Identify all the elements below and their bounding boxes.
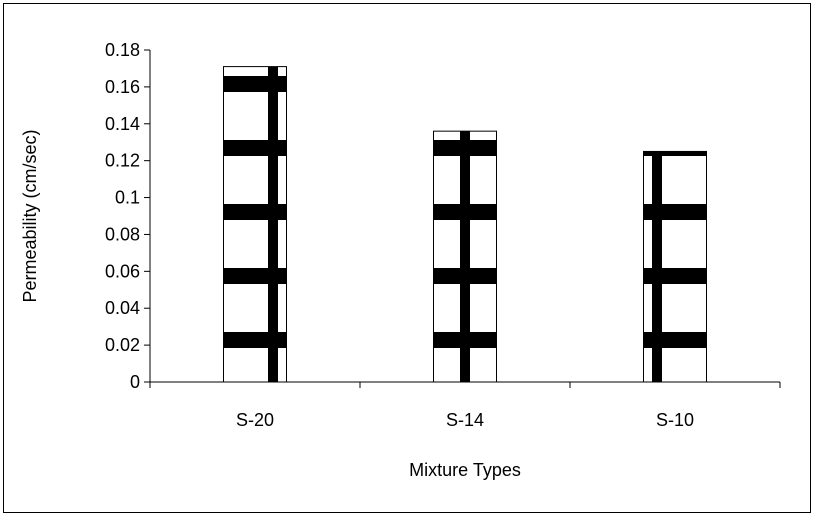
y-tick-label: 0.1 [115,188,140,208]
y-tick-label: 0.06 [105,261,140,281]
y-tick-label: 0.18 [105,40,140,60]
y-tick-label: 0.02 [105,335,140,355]
y-tick-label: 0.08 [105,224,140,244]
bar-s-20 [223,66,287,383]
y-tick-label: 0.16 [105,77,140,97]
y-axis-title: Permeability (cm/sec) [20,129,40,302]
y-tick-label: 0.14 [105,114,140,134]
y-tick-label: 0.04 [105,298,140,318]
x-tick-label-s-14: S-14 [446,410,484,430]
x-axis-title: Mixture Types [409,460,521,480]
y-tick-label: 0 [130,372,140,392]
y-tick-label: 0.12 [105,151,140,171]
x-tick-label-s-10: S-10 [656,410,694,430]
bar-s-10 [643,150,707,383]
bar-s-14 [433,130,497,383]
x-tick-label-s-20: S-20 [236,410,274,430]
bars-group [223,66,707,383]
axes-group: 0 0.02 0.04 0.06 0.08 0.1 0.12 0.14 0.16 0.18 S-20… [105,40,781,430]
